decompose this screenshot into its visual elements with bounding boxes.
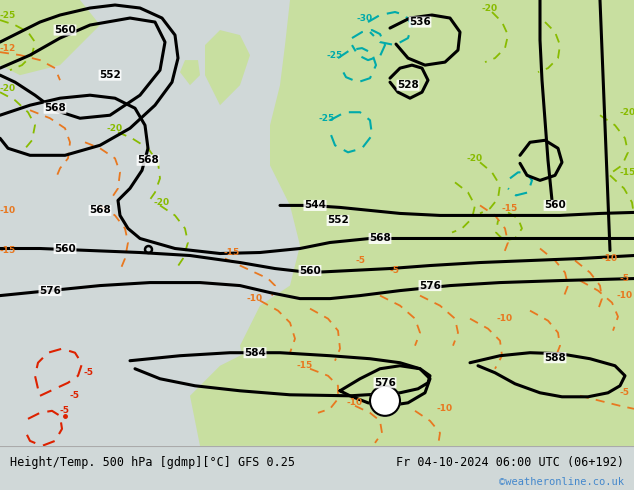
Text: 576: 576 (374, 378, 396, 388)
Polygon shape (0, 0, 634, 446)
Text: -5: -5 (355, 256, 365, 265)
Text: 528: 528 (397, 80, 419, 90)
Text: -20: -20 (0, 84, 16, 93)
Text: -15: -15 (0, 246, 16, 255)
Text: -15: -15 (224, 248, 240, 257)
Text: 560: 560 (54, 244, 76, 253)
Text: 576: 576 (419, 281, 441, 291)
Text: -20: -20 (620, 108, 634, 117)
Text: -10: -10 (347, 398, 363, 407)
Text: -5: -5 (620, 274, 630, 283)
Text: -10: -10 (0, 206, 16, 215)
Text: -10: -10 (617, 291, 633, 300)
Text: -25: -25 (327, 50, 343, 60)
Text: -5: -5 (60, 406, 70, 416)
Text: 544: 544 (304, 200, 326, 210)
Polygon shape (400, 0, 520, 105)
Text: -5: -5 (83, 368, 93, 377)
Text: -20: -20 (107, 124, 123, 133)
Polygon shape (380, 346, 634, 446)
Text: -15: -15 (620, 168, 634, 177)
Circle shape (370, 386, 400, 416)
Polygon shape (205, 30, 250, 105)
Text: -25: -25 (0, 10, 16, 20)
Text: ©weatheronline.co.uk: ©weatheronline.co.uk (500, 477, 624, 487)
Text: -5: -5 (620, 388, 630, 397)
Text: 568: 568 (89, 205, 111, 216)
Text: -5: -5 (390, 266, 400, 275)
Text: 568: 568 (369, 233, 391, 244)
Text: -20: -20 (467, 154, 483, 163)
Text: 560: 560 (544, 200, 566, 210)
Text: -5: -5 (70, 392, 80, 400)
Text: -10: -10 (437, 404, 453, 414)
Text: -10: -10 (497, 314, 513, 323)
Polygon shape (0, 0, 100, 75)
Text: -25: -25 (319, 114, 335, 122)
Text: 536: 536 (409, 17, 431, 27)
Text: -15: -15 (502, 204, 518, 213)
Text: -20: -20 (154, 198, 170, 207)
Polygon shape (240, 0, 634, 446)
Text: Fr 04-10-2024 06:00 UTC (06+192): Fr 04-10-2024 06:00 UTC (06+192) (396, 456, 624, 469)
Text: 560: 560 (54, 25, 76, 35)
Text: 552: 552 (327, 216, 349, 225)
Text: 576: 576 (39, 286, 61, 295)
Text: -10: -10 (247, 294, 263, 303)
Text: 568: 568 (44, 103, 66, 113)
Text: 560: 560 (299, 266, 321, 275)
Text: 552: 552 (99, 70, 121, 80)
Polygon shape (190, 326, 400, 446)
Text: 584: 584 (244, 348, 266, 358)
Text: 568: 568 (137, 155, 159, 165)
Text: -10: -10 (602, 254, 618, 263)
Text: -30: -30 (357, 14, 373, 23)
Text: -12: -12 (0, 44, 16, 52)
Text: -20: -20 (482, 3, 498, 13)
Text: 588: 588 (544, 353, 566, 363)
Polygon shape (180, 60, 200, 85)
Text: Height/Temp. 500 hPa [gdmp][°C] GFS 0.25: Height/Temp. 500 hPa [gdmp][°C] GFS 0.25 (10, 456, 295, 469)
Text: -15: -15 (297, 361, 313, 370)
